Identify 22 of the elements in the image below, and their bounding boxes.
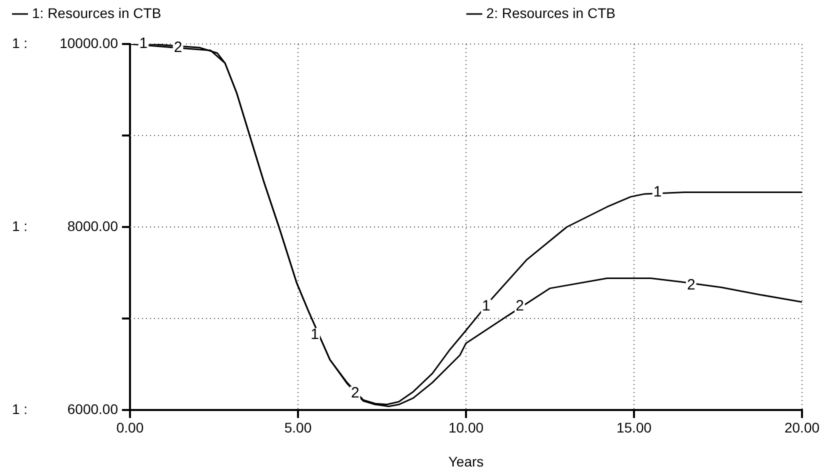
y-tick-label: 6000.00 <box>67 400 118 417</box>
annotation: 2 <box>350 384 360 402</box>
x-tick-label: 5.00 <box>284 419 312 436</box>
text: 1 : <box>12 400 28 417</box>
annotation: 2 <box>686 276 696 294</box>
annotation: 2 <box>174 38 182 56</box>
y-tick-label: 10000.00 <box>60 34 118 51</box>
x-tick-label: 20.00 <box>784 419 820 436</box>
legend-label: 2: Resources in CTB <box>486 4 616 21</box>
annotation: 1 <box>482 298 490 315</box>
x-tick-label: 15.00 <box>616 419 652 436</box>
text: 1 : <box>12 218 28 234</box>
annotation: 1 <box>653 183 662 200</box>
y-tick-label: 8000.00 <box>67 218 118 234</box>
text: 1 : <box>12 34 28 51</box>
x-axis-title: Years <box>448 453 484 470</box>
annotation: 1 <box>139 35 148 52</box>
annotation: 1 <box>310 326 319 344</box>
x-tick-label: 0.00 <box>116 419 144 436</box>
legend-label: 1: Resources in CTB <box>32 4 162 21</box>
annotation: 2 <box>516 298 524 315</box>
x-tick-label: 10.00 <box>448 419 484 436</box>
